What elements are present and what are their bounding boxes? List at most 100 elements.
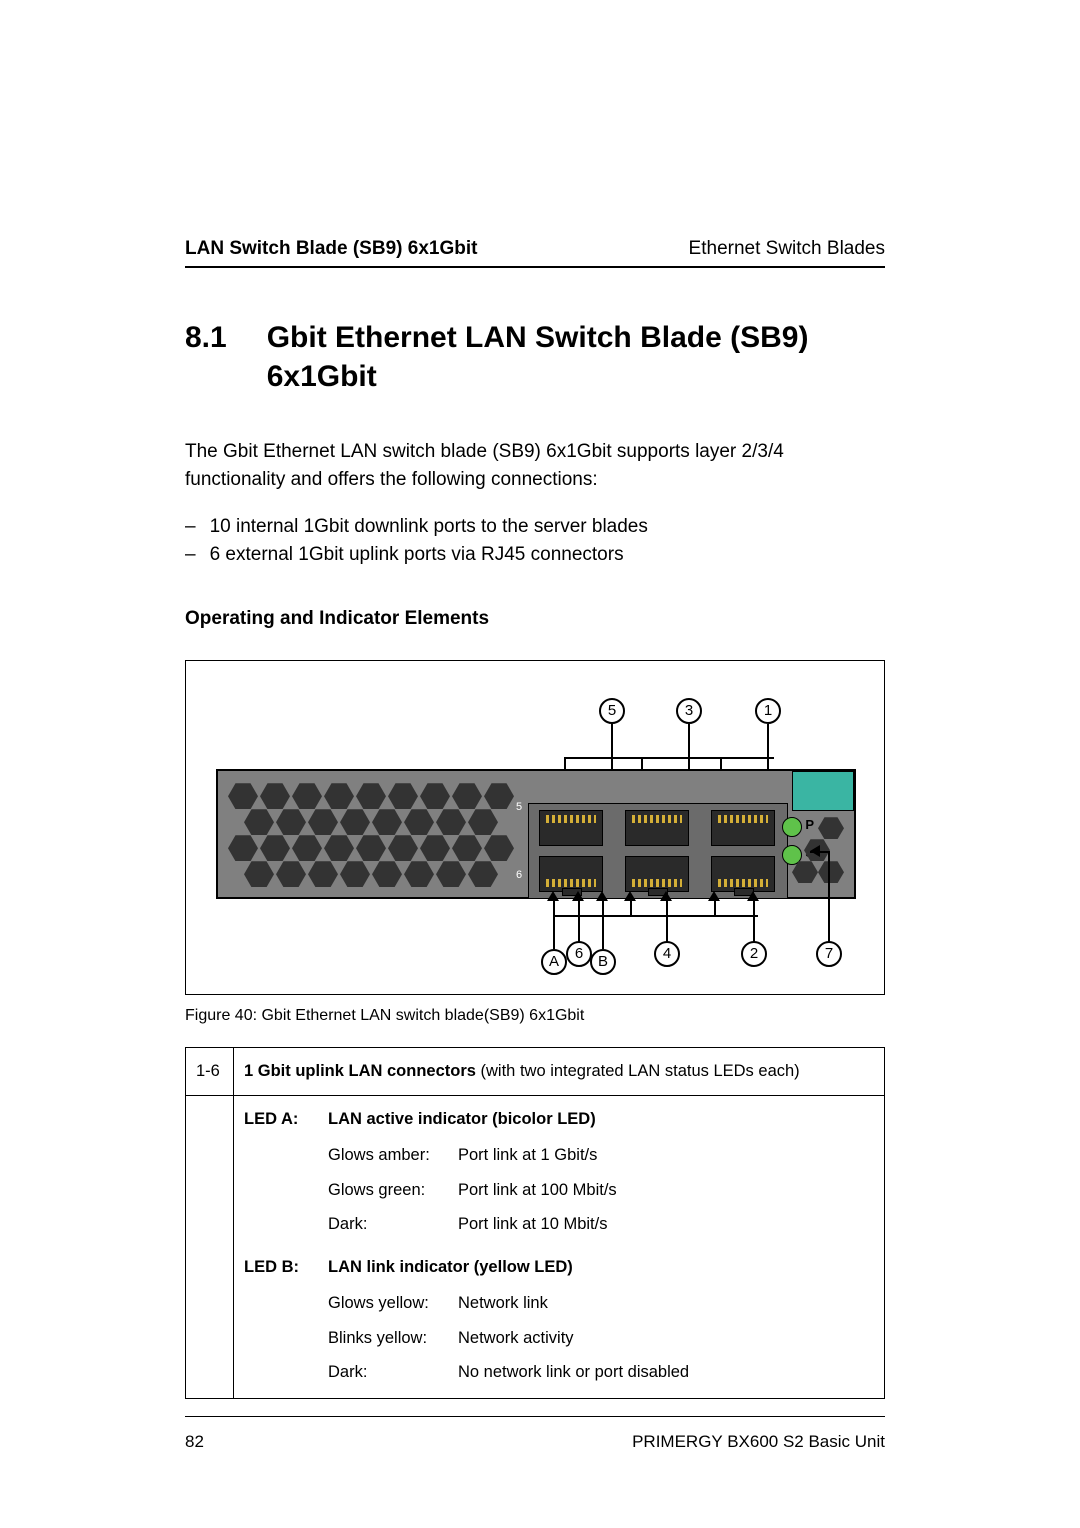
callout-3: 3 — [676, 698, 702, 724]
led-state: Glows green: — [328, 1175, 458, 1206]
right-hex-grille — [790, 813, 850, 897]
port-pins-icon — [632, 815, 682, 823]
rj45-port — [625, 856, 689, 892]
hex-icon — [372, 809, 402, 835]
hex-icon — [372, 861, 402, 887]
arrow-icon — [572, 891, 584, 901]
callout-7: 7 — [816, 941, 842, 967]
page-content: LAN Switch Blade (SB9) 6x1Gbit Ethernet … — [185, 238, 885, 1399]
hex-icon — [404, 809, 434, 835]
port-pins-icon — [632, 879, 682, 887]
led-table: 1-6 1 Gbit uplink LAN connectors (with t… — [185, 1047, 885, 1399]
running-footer: 82 PRIMERGY BX600 S2 Basic Unit — [185, 1432, 885, 1452]
callout-5: 5 — [599, 698, 625, 724]
port-pins-icon — [546, 879, 596, 887]
vent-grille — [224, 777, 514, 895]
callout-A: A — [541, 949, 567, 975]
hex-icon — [292, 835, 322, 861]
list-item: – 10 internal 1Gbit downlink ports to th… — [185, 513, 885, 541]
port-pins-icon — [718, 815, 768, 823]
callout-line — [666, 899, 668, 943]
hex-icon — [308, 809, 338, 835]
callout-line — [602, 899, 604, 949]
hex-icon — [244, 861, 274, 887]
callout-line — [810, 851, 830, 853]
figure-caption: Figure 40: Gbit Ethernet LAN switch blad… — [185, 1007, 885, 1025]
header-left: LAN Switch Blade (SB9) 6x1Gbit — [185, 238, 477, 260]
page-number: 82 — [185, 1432, 204, 1452]
table-cell-desc: 1 Gbit uplink LAN connectors (with two i… — [234, 1048, 885, 1096]
switch-blade: 5 6 2 P S — [216, 769, 856, 899]
table-row: 1-6 1 Gbit uplink LAN connectors (with t… — [186, 1048, 885, 1096]
led-state-desc: Port link at 10 Mbit/s — [458, 1209, 607, 1240]
hex-icon — [292, 783, 322, 809]
rj45-port — [625, 810, 689, 846]
arrow-icon — [747, 891, 759, 901]
arrow-icon — [624, 891, 636, 901]
hex-icon — [388, 835, 418, 861]
header-right: Ethernet Switch Blades — [689, 238, 885, 260]
figure-diagram: 5 3 1 — [185, 660, 885, 995]
bullet-text: 10 internal 1Gbit downlink ports to the … — [210, 513, 648, 541]
led-state-desc: Network activity — [458, 1323, 574, 1354]
hex-icon — [260, 783, 290, 809]
led-state: Glows yellow: — [328, 1288, 458, 1319]
handle-cap — [792, 771, 854, 811]
hex-icon — [484, 783, 514, 809]
callout-line — [553, 915, 758, 917]
led-state-desc: Network link — [458, 1288, 548, 1319]
hex-icon — [436, 809, 466, 835]
callout-2: 2 — [741, 941, 767, 967]
bullet-dash: – — [185, 541, 196, 569]
hex-icon — [468, 809, 498, 835]
port-number-6: 6 — [516, 869, 522, 881]
callout-1: 1 — [755, 698, 781, 724]
hex-icon — [436, 861, 466, 887]
hex-icon — [260, 835, 290, 861]
led-a-heading: LAN active indicator (bicolor LED) — [328, 1110, 596, 1128]
hex-icon — [228, 783, 258, 809]
hex-icon — [420, 783, 450, 809]
connector-note: (with two integrated LAN status LEDs eac… — [476, 1062, 800, 1080]
intro-paragraph: The Gbit Ethernet LAN switch blade (SB9)… — [185, 438, 885, 493]
rj45-port — [539, 856, 603, 892]
callout-B: B — [590, 949, 616, 975]
hex-icon — [276, 861, 306, 887]
led-state: Blinks yellow: — [328, 1323, 458, 1354]
hex-icon — [452, 783, 482, 809]
callout-line — [630, 899, 632, 917]
hex-icon — [388, 783, 418, 809]
callout-line — [828, 851, 830, 943]
arrow-icon — [596, 891, 608, 901]
table-cell-range: 1-6 — [186, 1048, 234, 1096]
hex-icon — [244, 809, 274, 835]
list-item: – 6 external 1Gbit uplink ports via RJ45… — [185, 541, 885, 569]
arrow-icon — [708, 891, 720, 901]
bullet-text: 6 external 1Gbit uplink ports via RJ45 c… — [210, 541, 624, 569]
hex-icon — [356, 835, 386, 861]
hex-icon — [356, 783, 386, 809]
callout-4: 4 — [654, 941, 680, 967]
led-state-desc: No network link or port disabled — [458, 1357, 689, 1388]
led-b-heading: LAN link indicator (yellow LED) — [328, 1258, 573, 1276]
arrow-icon — [547, 891, 559, 901]
section-heading: 8.1 Gbit Ethernet LAN Switch Blade (SB9)… — [185, 318, 885, 396]
led-b-label: LED B: — [244, 1252, 328, 1283]
callout-line — [553, 899, 555, 949]
hex-icon — [340, 809, 370, 835]
footer-rule — [185, 1416, 885, 1417]
callout-6: 6 — [566, 941, 592, 967]
led-state-desc: Port link at 100 Mbit/s — [458, 1175, 617, 1206]
doc-title-footer: PRIMERGY BX600 S2 Basic Unit — [632, 1432, 885, 1452]
rj45-port — [539, 810, 603, 846]
port-number-5: 5 — [516, 801, 522, 813]
table-cell-empty — [186, 1095, 234, 1398]
callout-line — [578, 899, 580, 943]
led-state: Dark: — [328, 1209, 458, 1240]
section-title: Gbit Ethernet LAN Switch Blade (SB9) 6x1… — [267, 318, 885, 396]
hex-icon — [420, 835, 450, 861]
led-state: Dark: — [328, 1357, 458, 1388]
hex-icon — [468, 861, 498, 887]
led-state: Glows amber: — [328, 1140, 458, 1171]
arrow-icon — [660, 891, 672, 901]
